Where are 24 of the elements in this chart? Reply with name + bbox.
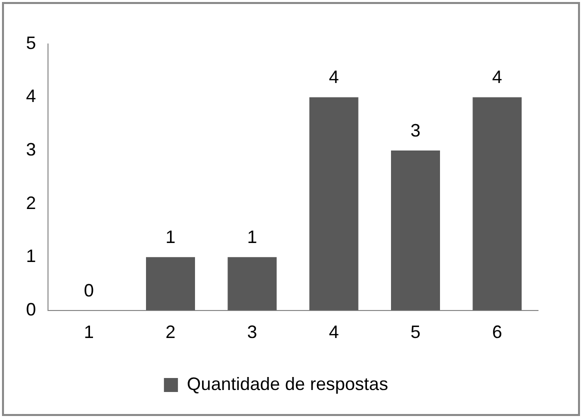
y-tick-label: 4 bbox=[26, 86, 36, 106]
x-tick-label: 2 bbox=[166, 322, 176, 342]
x-tick-label: 4 bbox=[328, 322, 339, 342]
y-tick-label: 3 bbox=[26, 140, 36, 160]
bar bbox=[146, 257, 196, 310]
bar bbox=[391, 150, 440, 310]
bar bbox=[472, 97, 522, 310]
data-label: 4 bbox=[328, 67, 339, 88]
x-tick-label: 5 bbox=[410, 322, 421, 342]
data-label: 0 bbox=[84, 280, 94, 300]
y-tick-label: 5 bbox=[26, 32, 36, 53]
legend-label: Quantidade de respostas bbox=[186, 374, 388, 394]
data-label: 3 bbox=[410, 120, 421, 141]
y-tick-label: 2 bbox=[26, 192, 36, 213]
x-tick-label: 1 bbox=[84, 322, 94, 342]
bar bbox=[309, 97, 358, 310]
data-label: 1 bbox=[166, 227, 176, 248]
y-tick-label: 0 bbox=[26, 299, 36, 320]
data-label: 4 bbox=[492, 67, 502, 88]
x-tick-label: 3 bbox=[247, 322, 258, 342]
y-tick-label: 1 bbox=[26, 246, 36, 266]
x-tick-label: 6 bbox=[492, 322, 502, 342]
data-label: 1 bbox=[247, 227, 258, 248]
bar bbox=[228, 257, 277, 310]
